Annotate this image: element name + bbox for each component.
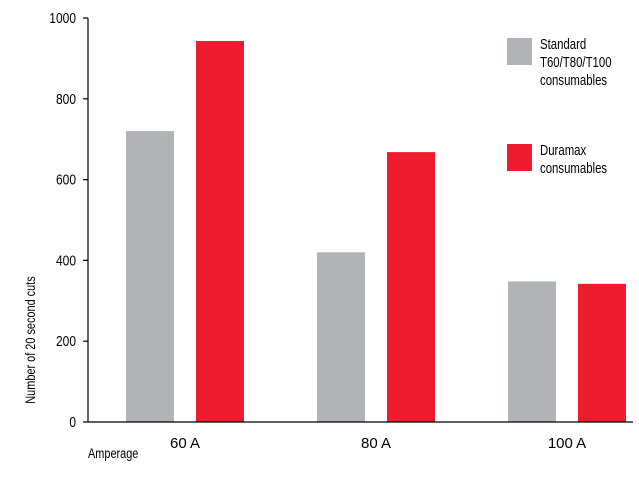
bar-duramax-80a	[387, 152, 435, 423]
y-tick-label: 200	[56, 333, 76, 350]
y-axis-title: Number of 20 second cuts	[23, 276, 39, 403]
y-tick-label: 400	[56, 252, 76, 269]
bar-duramax-60a	[196, 41, 244, 422]
y-tick-label: 0	[69, 414, 76, 431]
bar-duramax-100a	[578, 283, 626, 422]
x-tick-label: 60 A	[170, 435, 200, 452]
y-ticks-layer: 0 200 400 600 800 1000	[49, 10, 88, 431]
legend-label: consumables	[540, 71, 607, 88]
legend: StandardT60/T80/T100consumablesDuramaxco…	[507, 35, 612, 176]
y-tick-label: 600	[56, 171, 76, 188]
x-axis-title: Amperage	[88, 446, 138, 462]
bar-standard-100a	[508, 281, 556, 422]
bars-layer	[126, 41, 626, 423]
x-ticks-layer: 60 A 80 A 100 A	[170, 435, 586, 452]
bar-standard-80a	[317, 252, 365, 422]
bar-standard-60a	[126, 131, 174, 422]
legend-label: consumables	[540, 159, 607, 176]
x-tick-label: 100 A	[548, 435, 586, 452]
legend-label: T60/T80/T100	[540, 53, 612, 70]
legend-label: Duramax	[540, 141, 587, 158]
legend-label: Standard	[540, 35, 586, 52]
legend-swatch	[507, 38, 532, 65]
legend-swatch	[507, 144, 532, 171]
y-tick-label: 800	[56, 91, 76, 108]
x-tick-label: 80 A	[361, 435, 391, 452]
y-tick-label: 1000	[49, 10, 76, 27]
